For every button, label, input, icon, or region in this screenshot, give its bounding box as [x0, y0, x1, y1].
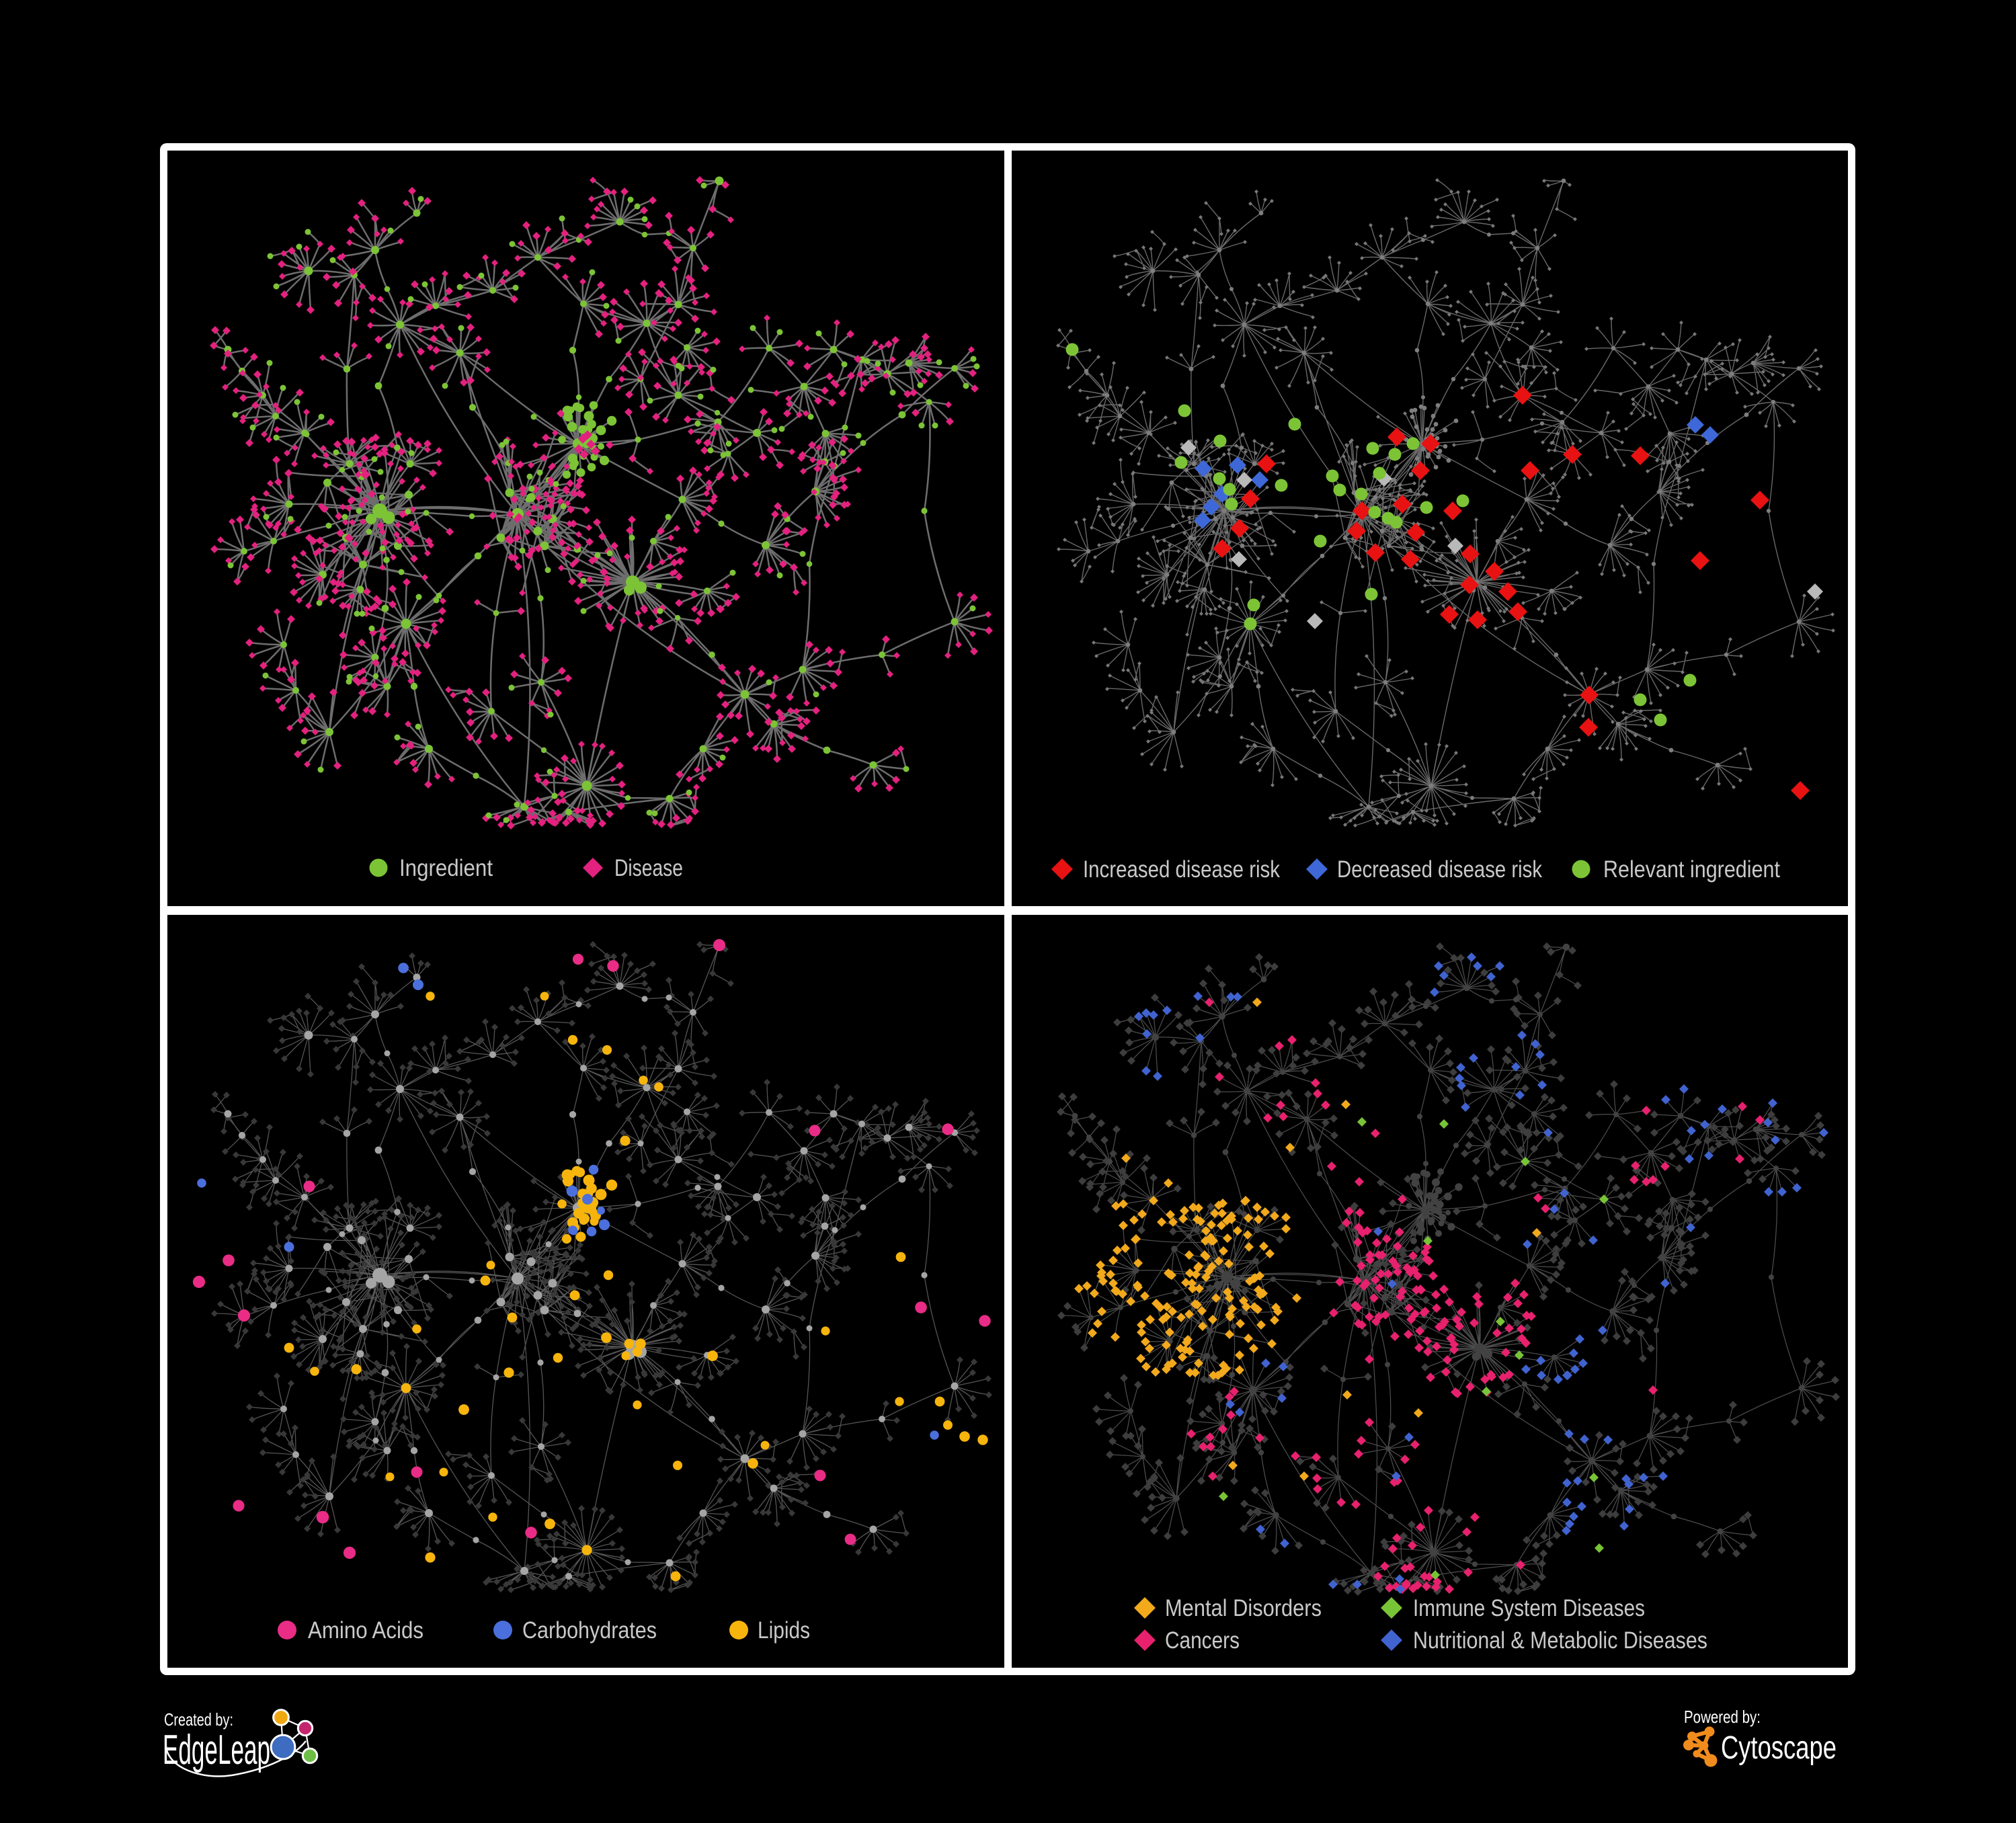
svg-text:Increased disease risk: Increased disease risk	[1083, 856, 1280, 883]
svg-text:EdgeLeap: EdgeLeap	[163, 1727, 270, 1773]
svg-text:Created by:: Created by:	[164, 1709, 233, 1730]
svg-text:Ingredient: Ingredient	[399, 855, 493, 881]
svg-text:Carbohydrates: Carbohydrates	[522, 1617, 657, 1644]
svg-text:Decreased disease risk: Decreased disease risk	[1337, 856, 1542, 883]
svg-text:Lipids: Lipids	[758, 1617, 810, 1644]
svg-text:Amino Acids: Amino Acids	[308, 1617, 424, 1644]
svg-text:Relevant ingredient: Relevant ingredient	[1603, 856, 1780, 883]
svg-text:Nutritional & Metabolic Diseas: Nutritional & Metabolic Diseases	[1413, 1627, 1707, 1654]
svg-text:Cancers: Cancers	[1165, 1627, 1240, 1654]
svg-text:Powered by:: Powered by:	[1684, 1707, 1761, 1727]
svg-text:Immune System Diseases: Immune System Diseases	[1413, 1595, 1645, 1621]
svg-text:Mental Disorders: Mental Disorders	[1165, 1595, 1322, 1621]
svg-text:Cytoscape: Cytoscape	[1721, 1730, 1837, 1766]
svg-text:Disease: Disease	[614, 855, 683, 881]
